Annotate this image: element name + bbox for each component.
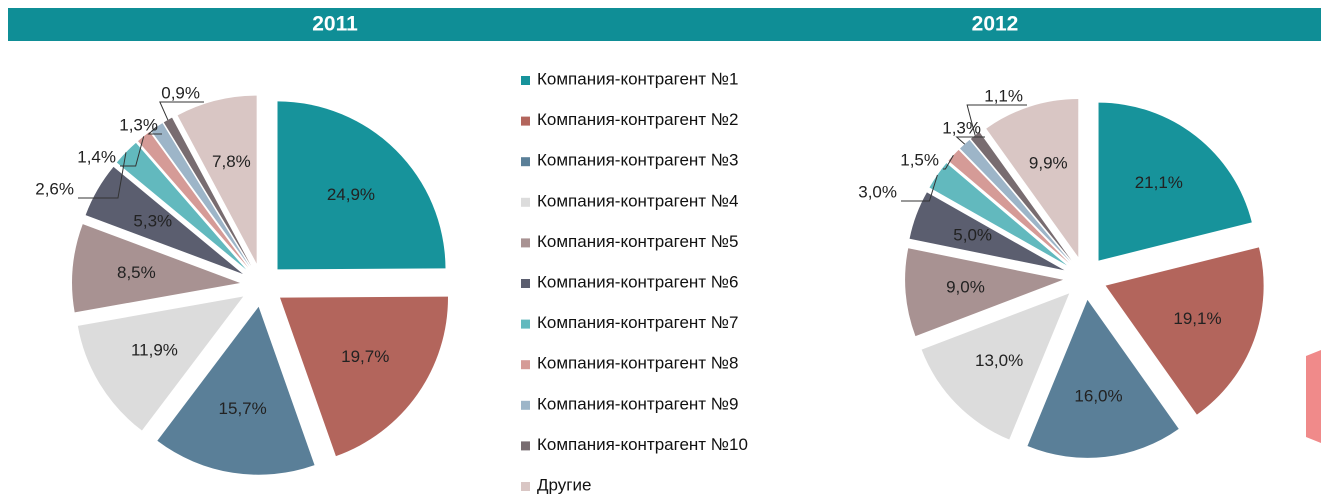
value-label: 5,3% <box>133 211 172 230</box>
pie-slice <box>905 248 1064 337</box>
value-label: 8,5% <box>117 263 156 282</box>
legend-swatch <box>521 76 530 85</box>
value-label: 11,9% <box>131 340 178 359</box>
legend-label: Другие <box>537 475 591 494</box>
pie-slice <box>1105 247 1264 415</box>
legend-label: Компания-контрагент №2 <box>537 110 739 129</box>
value-label: 7,8% <box>212 152 251 171</box>
legend-label: Компания-контрагент №6 <box>537 272 739 291</box>
edge-shape <box>1306 350 1321 443</box>
value-label: 24,9% <box>327 185 375 204</box>
leader-line <box>955 136 985 145</box>
pie-slice <box>77 296 244 431</box>
legend-label: Компания-контрагент №5 <box>537 232 739 251</box>
chart-title: 2012 <box>972 13 1019 36</box>
legend-swatch <box>521 116 530 126</box>
pie-slice <box>279 296 448 457</box>
leader-line <box>901 174 938 202</box>
legend-swatch <box>521 197 530 207</box>
legend-label: Компания-контрагент №10 <box>537 435 748 454</box>
legend-label: Компания-контрагент №9 <box>537 394 739 413</box>
value-label: 1,3% <box>942 118 981 137</box>
legend-label: Компания-контрагент №1 <box>537 69 739 88</box>
value-label: 3,0% <box>858 182 897 201</box>
value-label: 9,9% <box>1029 153 1068 172</box>
value-label: 19,1% <box>1173 309 1221 328</box>
pie-slice <box>151 123 250 267</box>
legend-swatch <box>521 360 530 370</box>
legend-swatch <box>521 279 530 288</box>
value-label: 9,0% <box>946 277 985 296</box>
title-banner <box>8 8 1321 41</box>
leader-line <box>966 104 1027 136</box>
legend-swatch <box>521 441 530 451</box>
legend-swatch <box>521 400 530 410</box>
pie-slice <box>929 163 1067 266</box>
leader-line <box>159 101 204 121</box>
pie-slice <box>163 117 252 266</box>
value-label: 1,4% <box>77 147 116 166</box>
leader-line <box>147 126 162 135</box>
value-label: 1,3% <box>119 115 158 134</box>
legend-label: Компания-контрагент №3 <box>537 151 739 170</box>
value-label: 16,0% <box>1074 387 1122 406</box>
value-label: 15,7% <box>219 399 267 418</box>
value-label: 2,6% <box>35 179 74 198</box>
pie-slice <box>72 224 241 313</box>
legend-swatch <box>521 319 530 329</box>
pie-slice <box>986 99 1079 258</box>
value-label: 0,9% <box>161 83 200 102</box>
value-label: 5,0% <box>953 225 992 244</box>
legend-label: Компания-контрагент №7 <box>537 313 739 332</box>
legend-swatch <box>521 238 530 248</box>
legend-swatch <box>521 157 530 167</box>
value-label: 19,7% <box>341 347 389 366</box>
legend-label: Компания-контрагент №8 <box>537 354 739 373</box>
leader-line <box>943 154 954 170</box>
pie-slice <box>1027 299 1179 458</box>
pie-slice <box>909 192 1065 271</box>
pie-slice <box>1098 102 1252 261</box>
pie-slice <box>116 142 247 270</box>
pie-slice <box>137 131 249 268</box>
pie-slice <box>959 139 1071 262</box>
leader-line <box>78 152 127 199</box>
pie-slice <box>948 149 1069 263</box>
value-label: 21,1% <box>1135 173 1183 192</box>
legend-swatch <box>521 482 530 491</box>
chart-title: 2011 <box>312 13 358 36</box>
value-label: 1,5% <box>900 150 939 169</box>
pie-slice <box>921 293 1070 440</box>
pie-slice <box>177 95 257 264</box>
legend-label: Компания-контрагент №4 <box>537 191 739 210</box>
pie-slice <box>970 132 1072 261</box>
pie-slice <box>85 166 243 274</box>
value-label: 13,0% <box>975 351 1023 370</box>
value-label: 1,1% <box>984 86 1023 105</box>
pie-slice <box>157 306 315 475</box>
leader-line <box>120 136 145 167</box>
pie-slice <box>277 101 446 270</box>
